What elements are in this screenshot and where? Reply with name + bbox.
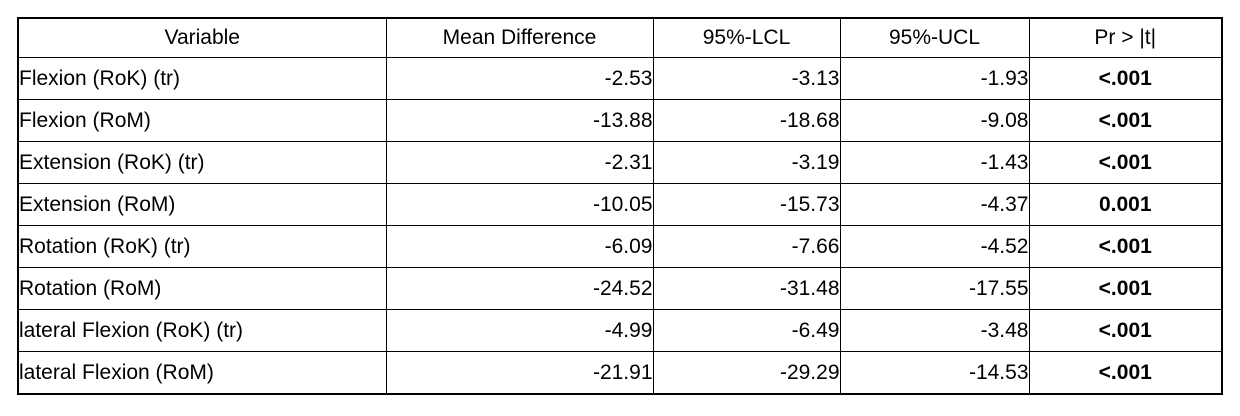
results-table: Variable Mean Difference 95%-LCL 95%-UCL… <box>17 17 1223 395</box>
variable-cell: Flexion (RoK) (tr) <box>17 57 387 100</box>
table-row: Flexion (RoM) -13.88 -18.68 -9.08 <.001 <box>17 99 1223 142</box>
mean-difference-cell: -13.88 <box>385 99 654 142</box>
mean-difference-cell: -10.05 <box>385 183 654 226</box>
pvalue-cell: <.001 <box>1028 309 1223 352</box>
ucl-cell: -3.48 <box>839 309 1030 352</box>
variable-cell: Rotation (RoM) <box>17 267 387 310</box>
ucl-cell: -14.53 <box>839 351 1030 395</box>
pvalue-cell: <.001 <box>1028 57 1223 100</box>
lcl-cell: -29.29 <box>652 351 841 395</box>
header-row: Variable Mean Difference 95%-LCL 95%-UCL… <box>17 17 1223 58</box>
ucl-cell: -1.43 <box>839 141 1030 184</box>
column-header-mean-difference: Mean Difference <box>385 17 654 58</box>
table-row: Rotation (RoM) -24.52 -31.48 -17.55 <.00… <box>17 267 1223 310</box>
table-row: lateral Flexion (RoK) (tr) -4.99 -6.49 -… <box>17 309 1223 352</box>
ucl-cell: -17.55 <box>839 267 1030 310</box>
lcl-cell: -6.49 <box>652 309 841 352</box>
pvalue-cell: <.001 <box>1028 225 1223 268</box>
mean-difference-cell: -21.91 <box>385 351 654 395</box>
variable-cell: lateral Flexion (RoK) (tr) <box>17 309 387 352</box>
mean-difference-cell: -24.52 <box>385 267 654 310</box>
column-header-ucl: 95%-UCL <box>839 17 1030 58</box>
table-row: Rotation (RoK) (tr) -6.09 -7.66 -4.52 <.… <box>17 225 1223 268</box>
ucl-cell: -4.37 <box>839 183 1030 226</box>
column-header-pvalue: Pr > |t| <box>1028 17 1223 58</box>
column-header-lcl: 95%-LCL <box>652 17 841 58</box>
mean-difference-cell: -2.53 <box>385 57 654 100</box>
pvalue-cell: 0.001 <box>1028 183 1223 226</box>
variable-cell: Flexion (RoM) <box>17 99 387 142</box>
lcl-cell: -3.13 <box>652 57 841 100</box>
column-header-variable: Variable <box>17 17 387 58</box>
table-row: Flexion (RoK) (tr) -2.53 -3.13 -1.93 <.0… <box>17 57 1223 100</box>
lcl-cell: -18.68 <box>652 99 841 142</box>
variable-cell: lateral Flexion (RoM) <box>17 351 387 395</box>
ucl-cell: -9.08 <box>839 99 1030 142</box>
variable-cell: Extension (RoM) <box>17 183 387 226</box>
lcl-cell: -31.48 <box>652 267 841 310</box>
mean-difference-cell: -6.09 <box>385 225 654 268</box>
lcl-cell: -3.19 <box>652 141 841 184</box>
table-row: Extension (RoM) -10.05 -15.73 -4.37 0.00… <box>17 183 1223 226</box>
mean-difference-cell: -4.99 <box>385 309 654 352</box>
pvalue-cell: <.001 <box>1028 99 1223 142</box>
variable-cell: Rotation (RoK) (tr) <box>17 225 387 268</box>
table-body: Flexion (RoK) (tr) -2.53 -3.13 -1.93 <.0… <box>17 57 1223 395</box>
pvalue-cell: <.001 <box>1028 141 1223 184</box>
variable-cell: Extension (RoK) (tr) <box>17 141 387 184</box>
lcl-cell: -15.73 <box>652 183 841 226</box>
table-row: Extension (RoK) (tr) -2.31 -3.19 -1.43 <… <box>17 141 1223 184</box>
ucl-cell: -1.93 <box>839 57 1030 100</box>
table-row: lateral Flexion (RoM) -21.91 -29.29 -14.… <box>17 351 1223 395</box>
pvalue-cell: <.001 <box>1028 267 1223 310</box>
pvalue-cell: <.001 <box>1028 351 1223 395</box>
mean-difference-cell: -2.31 <box>385 141 654 184</box>
ucl-cell: -4.52 <box>839 225 1030 268</box>
lcl-cell: -7.66 <box>652 225 841 268</box>
